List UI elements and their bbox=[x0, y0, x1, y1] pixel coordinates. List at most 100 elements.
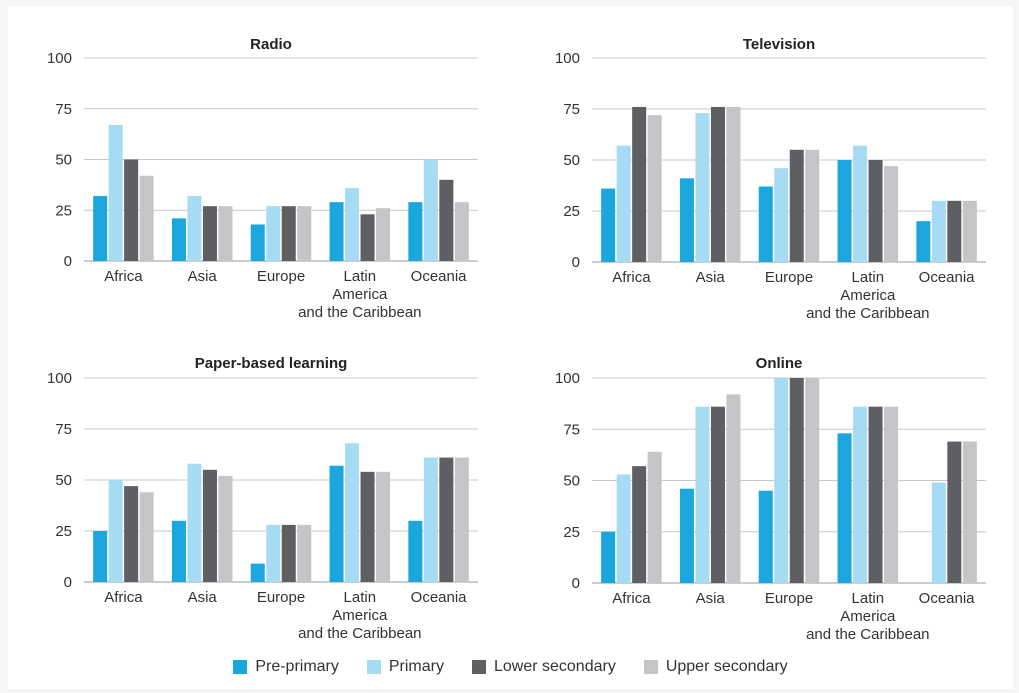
bar-latin-america-and-the-caribbean-lower-secondary bbox=[868, 406, 883, 583]
legend-label-upper-secondary: Upper secondary bbox=[665, 658, 788, 675]
bar-latin-america-and-the-caribbean-primary bbox=[345, 443, 360, 582]
legend-label-primary: Primary bbox=[388, 658, 444, 675]
x-category-label: Europe bbox=[765, 269, 813, 286]
y-tick-label: 75 bbox=[55, 421, 72, 438]
x-category-label: Europe bbox=[257, 268, 305, 285]
panel-online: Online 0 25 50 75 100 Africa Asia Europe Latin Ame… bbox=[555, 355, 986, 643]
y-tick-label: 100 bbox=[555, 370, 580, 387]
bar-asia-pre-primary bbox=[171, 218, 186, 261]
legend: Pre-primary Primary Lower secondary Uppe… bbox=[8, 658, 1013, 676]
bar-asia-lower-secondary bbox=[710, 406, 725, 583]
bar-latin-america-and-the-caribbean-pre-primary bbox=[837, 160, 852, 262]
panel-title: Paper-based learning bbox=[195, 355, 348, 372]
bar-oceania-lower-secondary bbox=[947, 441, 962, 583]
legend-swatch-pre-primary bbox=[233, 660, 248, 674]
bar-europe-pre-primary bbox=[758, 186, 773, 262]
x-category-label: Asia bbox=[696, 590, 726, 607]
bar-latin-america-and-the-caribbean-upper-secondary bbox=[884, 406, 899, 583]
bar-asia-primary bbox=[695, 113, 710, 262]
bar-oceania-upper-secondary bbox=[454, 457, 469, 582]
y-tick-label: 25 bbox=[563, 203, 580, 220]
bar-oceania-primary bbox=[931, 200, 946, 262]
y-tick-label: 75 bbox=[563, 101, 580, 118]
bar-latin-america-and-the-caribbean-upper-secondary bbox=[884, 166, 899, 262]
x-category-label: Latin America and the Caribbean bbox=[806, 269, 929, 322]
bar-africa-lower-secondary bbox=[632, 466, 647, 583]
bar-oceania-pre-primary bbox=[408, 520, 423, 582]
y-tick-label: 25 bbox=[563, 524, 580, 541]
bar-latin-america-and-the-caribbean-upper-secondary bbox=[376, 471, 391, 582]
bar-asia-lower-secondary bbox=[202, 469, 217, 582]
bar-oceania-lower-secondary bbox=[439, 457, 454, 582]
bar-europe-primary bbox=[266, 206, 281, 261]
bar-africa-primary bbox=[616, 145, 631, 262]
x-category-label: Europe bbox=[765, 590, 813, 607]
x-category-label: Oceania bbox=[919, 269, 976, 286]
bar-africa-upper-secondary bbox=[139, 175, 154, 261]
bar-latin-america-and-the-caribbean-lower-secondary bbox=[360, 214, 375, 261]
bar-latin-america-and-the-caribbean-primary bbox=[853, 145, 868, 262]
legend-swatch-primary bbox=[366, 660, 381, 674]
y-tick-label: 100 bbox=[47, 50, 72, 67]
bar-africa-pre-primary bbox=[601, 188, 616, 262]
panel-television: Television 0 25 50 75 100 Africa Asia Europe Lati… bbox=[555, 36, 986, 322]
bar-asia-upper-secondary bbox=[726, 394, 741, 583]
figure: Radio 0 25 50 75 100 Africa Asia Europe Latin Amer… bbox=[8, 6, 1013, 689]
x-category-label: Oceania bbox=[411, 589, 468, 606]
legend-item-pre-primary: Pre-primary bbox=[233, 658, 339, 676]
bar-europe-pre-primary bbox=[250, 224, 265, 261]
bar-africa-lower-secondary bbox=[124, 486, 139, 582]
y-tick-label: 50 bbox=[55, 152, 72, 169]
y-tick-label: 0 bbox=[572, 575, 580, 592]
panel-radio: Radio 0 25 50 75 100 Africa Asia Europe Latin Amer… bbox=[47, 36, 478, 321]
legend-label-pre-primary: Pre-primary bbox=[255, 658, 339, 675]
bar-latin-america-and-the-caribbean-lower-secondary bbox=[868, 160, 883, 262]
bar-africa-pre-primary bbox=[601, 531, 616, 583]
bar-asia-upper-secondary bbox=[218, 475, 233, 582]
bar-asia-lower-secondary bbox=[202, 206, 217, 261]
x-category-label: Asia bbox=[188, 268, 218, 285]
y-tick-label: 0 bbox=[64, 253, 72, 270]
bar-europe-primary bbox=[774, 168, 789, 262]
bar-asia-primary bbox=[695, 406, 710, 583]
legend-swatch-lower-secondary bbox=[471, 660, 486, 674]
bar-africa-lower-secondary bbox=[124, 159, 139, 261]
y-tick-label: 0 bbox=[64, 574, 72, 591]
bar-asia-upper-secondary bbox=[218, 206, 233, 261]
x-category-label: Africa bbox=[104, 268, 143, 285]
bar-africa-lower-secondary bbox=[632, 106, 647, 263]
x-category-label: Latin America and the Caribbean bbox=[298, 589, 421, 642]
bar-europe-primary bbox=[266, 524, 281, 582]
bar-asia-lower-secondary bbox=[710, 106, 725, 263]
bar-europe-pre-primary bbox=[250, 563, 265, 582]
bar-oceania-primary bbox=[423, 457, 438, 582]
legend-item-upper-secondary: Upper secondary bbox=[643, 658, 788, 676]
bar-oceania-pre-primary bbox=[916, 221, 931, 262]
y-tick-label: 0 bbox=[572, 254, 580, 271]
y-tick-label: 50 bbox=[563, 473, 580, 490]
y-tick-label: 75 bbox=[563, 421, 580, 438]
panel-title: Online bbox=[756, 355, 803, 372]
y-tick-label: 100 bbox=[47, 370, 72, 387]
bar-asia-primary bbox=[187, 196, 202, 261]
panel-title: Television bbox=[743, 36, 815, 53]
bar-europe-primary bbox=[774, 378, 789, 583]
bar-europe-lower-secondary bbox=[789, 378, 804, 583]
bar-oceania-upper-secondary bbox=[962, 200, 977, 262]
bar-oceania-pre-primary bbox=[408, 202, 423, 261]
bar-europe-upper-secondary bbox=[805, 149, 820, 262]
bar-asia-primary bbox=[187, 463, 202, 582]
x-category-label: Oceania bbox=[919, 590, 976, 607]
x-category-label: Asia bbox=[696, 269, 726, 286]
x-category-label: Africa bbox=[612, 590, 651, 607]
y-tick-label: 25 bbox=[55, 202, 72, 219]
legend-swatch-upper-secondary bbox=[643, 660, 658, 674]
x-category-label: Asia bbox=[188, 589, 218, 606]
bar-oceania-upper-secondary bbox=[962, 441, 977, 583]
x-category-label: Europe bbox=[257, 589, 305, 606]
bar-africa-upper-secondary bbox=[647, 451, 662, 583]
bar-asia-pre-primary bbox=[679, 488, 694, 583]
x-category-label: Africa bbox=[104, 589, 143, 606]
y-tick-label: 25 bbox=[55, 523, 72, 540]
bar-africa-upper-secondary bbox=[647, 115, 662, 263]
